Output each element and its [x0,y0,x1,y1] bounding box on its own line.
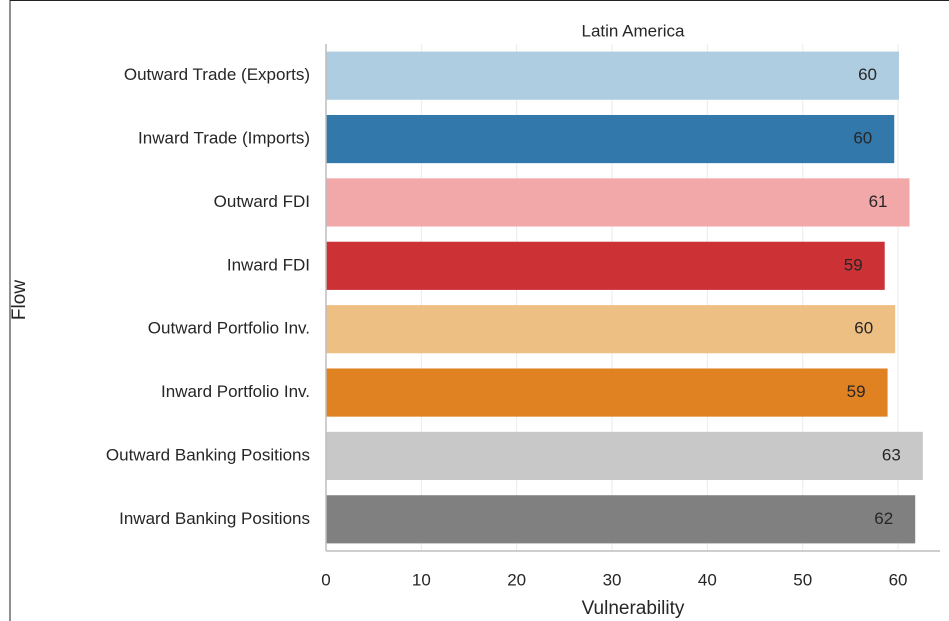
y-tick-label: Inward FDI [227,255,310,274]
data-label: 60 [858,65,877,84]
x-tick-label: 60 [889,570,908,589]
data-label: 62 [874,509,893,528]
y-axis-label: Flow [9,280,30,320]
bar [326,241,885,290]
data-label: 59 [847,382,866,401]
y-tick-label: Outward Trade (Exports) [124,65,310,84]
x-tick-label: 20 [507,570,526,589]
data-label: 60 [853,129,872,148]
bar [326,51,900,100]
bar [326,431,923,481]
x-tick-label: 0 [321,570,330,589]
bar [326,368,888,417]
y-tick-label: Outward Banking Positions [106,445,310,464]
x-tick-label: 10 [412,570,431,589]
y-tick-label: Inward Portfolio Inv. [161,382,310,401]
y-tick-label: Outward FDI [214,192,310,211]
data-label: 59 [844,255,863,274]
bar [326,495,916,544]
y-tick-label: Inward Trade (Imports) [138,129,310,148]
x-tick-label: 30 [603,570,622,589]
y-tick-label: Inward Banking Positions [119,509,310,528]
bar [326,114,895,164]
data-label: 63 [882,445,901,464]
x-axis-label: Vulnerability [582,598,685,619]
data-label: 61 [869,192,888,211]
bar [326,178,910,227]
chart-title: Latin America [582,21,686,40]
x-tick-label: 40 [698,570,717,589]
bar [326,305,896,354]
data-label: 60 [854,319,873,338]
x-tick-label: 50 [793,570,812,589]
y-tick-label: Outward Portfolio Inv. [148,319,310,338]
